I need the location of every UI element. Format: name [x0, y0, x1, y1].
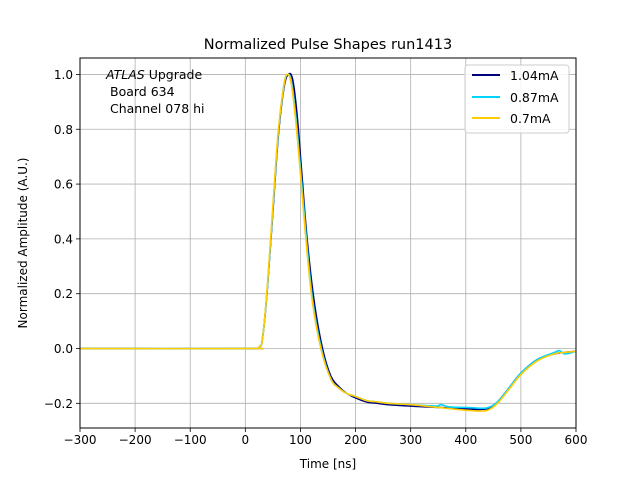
plot-frame — [79, 57, 577, 429]
y-tick-label: 0.0 — [54, 342, 73, 356]
channel-label: Channel 078 hi — [110, 101, 205, 116]
x-tick-label: 400 — [454, 433, 477, 447]
y-tick-label: −0.2 — [44, 397, 73, 411]
x-tick-label: 200 — [344, 433, 367, 447]
ticks: −300 −200 −100 0 100 200 300 400 500 600 −0.2 0.0 0.… — [44, 68, 588, 447]
legend-label-0-7ma: 0.7mA — [510, 111, 551, 126]
x-tick-label: 0 — [242, 433, 250, 447]
x-tick-label: 300 — [399, 433, 422, 447]
x-tick-label: −300 — [64, 433, 97, 447]
legend-box — [464, 64, 570, 134]
y-tick-label: 0.8 — [54, 123, 73, 137]
chart-title: Normalized Pulse Shapes run1413 — [204, 37, 452, 53]
legend-label-1-04ma: 1.04mA — [510, 68, 559, 83]
atlas-upgrade-label: Upgrade — [145, 67, 203, 82]
y-tick-label: 0.2 — [54, 287, 73, 301]
x-tick-label: 100 — [289, 433, 312, 447]
x-tick-label: −200 — [119, 433, 152, 447]
atlas-label-line: ATLAS Upgrade — [105, 67, 202, 82]
x-tick-label: 600 — [565, 433, 588, 447]
series-line-0-7ma — [79, 73, 577, 412]
y-tick-label: 0.6 — [54, 178, 73, 192]
legend: 1.04mA 0.87mA 0.7mA — [464, 64, 570, 134]
x-tick-label: −100 — [174, 433, 207, 447]
y-tick-label: 0.4 — [54, 232, 73, 246]
y-tick-label: 1.0 — [54, 68, 73, 82]
legend-label-0-87ma: 0.87mA — [510, 90, 559, 105]
x-tick-label: 500 — [509, 433, 532, 447]
series-group — [79, 72, 577, 412]
y-axis-label: Normalized Amplitude (A.U.) — [16, 158, 30, 329]
board-label: Board 634 — [110, 84, 175, 99]
atlas-annotation: ATLAS Upgrade Board 634 Channel 078 hi — [105, 67, 205, 116]
atlas-italic-label: ATLAS — [105, 67, 145, 82]
x-axis-label: Time [ns] — [299, 457, 356, 471]
